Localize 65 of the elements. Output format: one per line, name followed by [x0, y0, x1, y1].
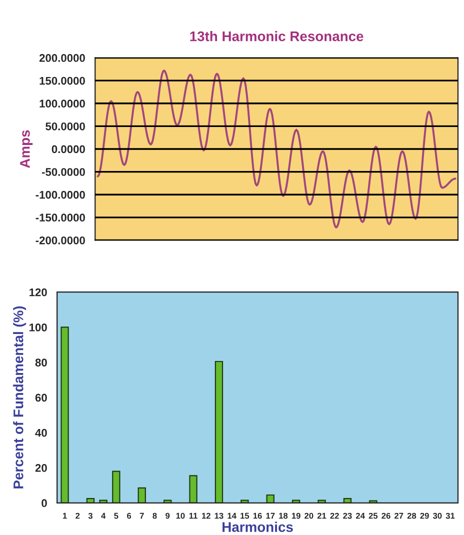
x-tick-label: 28 [407, 512, 416, 519]
bar [99, 500, 108, 503]
x-tick-label: 13 [214, 512, 224, 519]
x-tick-label: 25 [368, 512, 378, 519]
x-tick-label: 19 [292, 512, 300, 519]
x-tick-label: 5 [114, 512, 118, 519]
x-tick-label: 21 [317, 512, 326, 519]
x-tick-label: 4 [101, 512, 106, 519]
bar [266, 494, 274, 503]
bar [60, 326, 69, 503]
y-tick-label: 60 [35, 394, 47, 402]
bar [318, 500, 326, 503]
chart-title: 13th Harmonic Resonance [190, 31, 364, 42]
bar [189, 475, 198, 503]
y-axis-title: Percent of Fundamental (%) [13, 306, 26, 488]
x-tick-label: 24 [356, 512, 365, 519]
x-tick-label: 17 [266, 512, 275, 519]
x-tick-label: 23 [343, 512, 352, 519]
bar [112, 470, 120, 503]
y-tick-label: 20 [35, 464, 47, 472]
y-tick-label: 80 [35, 358, 47, 367]
bar [369, 500, 378, 503]
bar [292, 500, 300, 503]
y-tick-label: 200.0000 [39, 54, 85, 62]
x-tick-label: 22 [330, 512, 339, 519]
y-tick-label: 100 [30, 324, 47, 332]
y-tick-label: 150.0000 [40, 76, 85, 85]
x-tick-label: 9 [166, 512, 170, 519]
x-tick-label: 15 [240, 512, 250, 519]
x-tick-label: 12 [202, 512, 210, 519]
bar [163, 500, 172, 503]
y-tick-label: 0 [42, 499, 47, 508]
y-tick-label: 120 [30, 288, 47, 296]
bar [138, 487, 146, 503]
y-tick-label: -50.0000 [42, 168, 85, 176]
y-axis-title: Amps [20, 130, 33, 168]
y-tick-label: 40 [35, 428, 47, 437]
x-tick-label: 16 [253, 512, 262, 519]
bar [343, 498, 352, 503]
x-tick-label: 26 [382, 512, 390, 519]
x-tick-label: 27 [394, 512, 404, 519]
x-tick-label: 10 [176, 512, 185, 519]
x-tick-label: 7 [140, 512, 144, 519]
x-tick-label: 3 [88, 512, 92, 519]
bar [240, 500, 249, 503]
x-tick-label: 20 [304, 512, 314, 519]
y-tick-label: -150.0000 [36, 214, 85, 222]
x-tick-label: 1 [62, 512, 67, 519]
bar [86, 498, 95, 503]
x-tick-label: 14 [228, 512, 236, 519]
x-tick-label: 29 [420, 512, 429, 519]
x-tick-label: 30 [432, 512, 442, 519]
x-tick-label: 6 [127, 512, 132, 519]
x-tick-label: 2 [76, 512, 80, 519]
x-tick-label: 18 [279, 512, 288, 519]
y-tick-label: 0.0000 [52, 145, 85, 154]
x-tick-label: 31 [446, 512, 455, 519]
y-tick-label: 100.0000 [40, 100, 85, 108]
bar [214, 360, 224, 503]
x-axis-title: Harmonics [222, 522, 293, 532]
y-tick-label: 50.0000 [46, 122, 85, 130]
x-tick-label: 11 [189, 512, 198, 519]
y-tick-label: -100.0000 [36, 190, 85, 199]
x-tick-label: 8 [152, 512, 157, 519]
y-tick-label: -200.0000 [36, 236, 85, 244]
